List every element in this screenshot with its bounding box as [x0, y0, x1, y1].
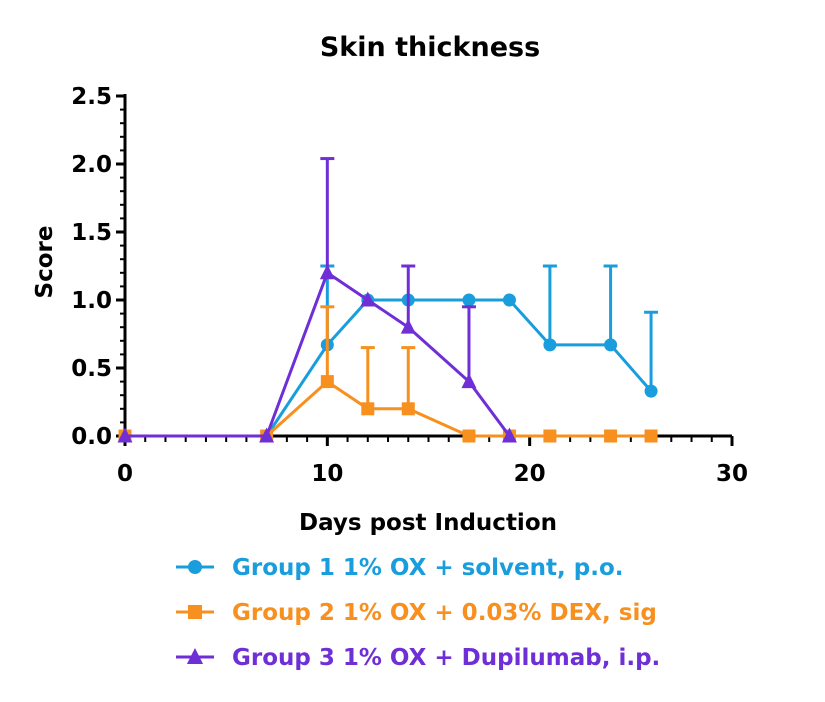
chart-title: Skin thickness: [320, 32, 540, 63]
data-point: [462, 293, 476, 307]
data-point: [360, 291, 376, 307]
x-tick-label: 10: [311, 461, 343, 487]
data-point: [501, 427, 517, 443]
x-tick-label: 20: [514, 461, 546, 487]
y-tick-label: 0.5: [71, 356, 112, 382]
series-line: [125, 271, 511, 438]
legend-item-1: Group 1 1% OX + solvent, p.o.: [176, 555, 624, 581]
data-point: [259, 427, 275, 443]
data-point: [543, 338, 557, 352]
series-group-1: [118, 264, 659, 443]
data-point: [461, 373, 477, 389]
y-axis-label: Score: [32, 226, 58, 299]
legend: Group 1 1% OX + solvent, p.o. Group 2 1% …: [176, 555, 660, 671]
series-group-2: [118, 305, 658, 443]
axes: 0.0 0.5 1.0 1.5 2.0 2.5 0 10 20 30: [71, 84, 748, 487]
y-tick-label: 1.0: [71, 288, 112, 314]
data-point: [604, 429, 618, 443]
data-point: [462, 429, 476, 443]
data-point: [361, 402, 375, 416]
legend-label: Group 2 1% OX + 0.03% DEX, sig: [232, 600, 657, 626]
data-point: [400, 318, 416, 334]
data-point: [401, 402, 415, 416]
legend-marker: [186, 647, 204, 665]
x-tick-label: 30: [716, 461, 748, 487]
data-point: [502, 293, 516, 307]
legend-label: Group 3 1% OX + Dupilumab, i.p.: [232, 645, 660, 671]
legend-label: Group 1 1% OX + solvent, p.o.: [232, 555, 624, 581]
legend-item-2: Group 2 1% OX + 0.03% DEX, sig: [176, 600, 657, 626]
legend-marker: [188, 560, 202, 574]
series-line: [125, 298, 653, 438]
data-point: [543, 429, 557, 443]
data-point: [117, 427, 133, 443]
data-point: [320, 375, 334, 389]
series-group-3: [117, 157, 517, 443]
y-tick-label: 0.0: [71, 424, 112, 450]
data-point: [644, 384, 658, 398]
x-tick-label: 0: [117, 461, 133, 487]
y-tick-label: 1.5: [71, 220, 112, 246]
series-layer: [117, 157, 659, 443]
legend-marker: [188, 605, 202, 619]
data-point: [319, 264, 335, 280]
data-point: [644, 429, 658, 443]
y-tick-label: 2.5: [71, 84, 112, 110]
y-tick-label: 2.0: [71, 152, 112, 178]
x-axis-label: Days post Induction: [299, 510, 557, 536]
data-point: [604, 338, 618, 352]
legend-item-3: Group 3 1% OX + Dupilumab, i.p.: [176, 645, 660, 671]
series-line: [125, 380, 652, 438]
